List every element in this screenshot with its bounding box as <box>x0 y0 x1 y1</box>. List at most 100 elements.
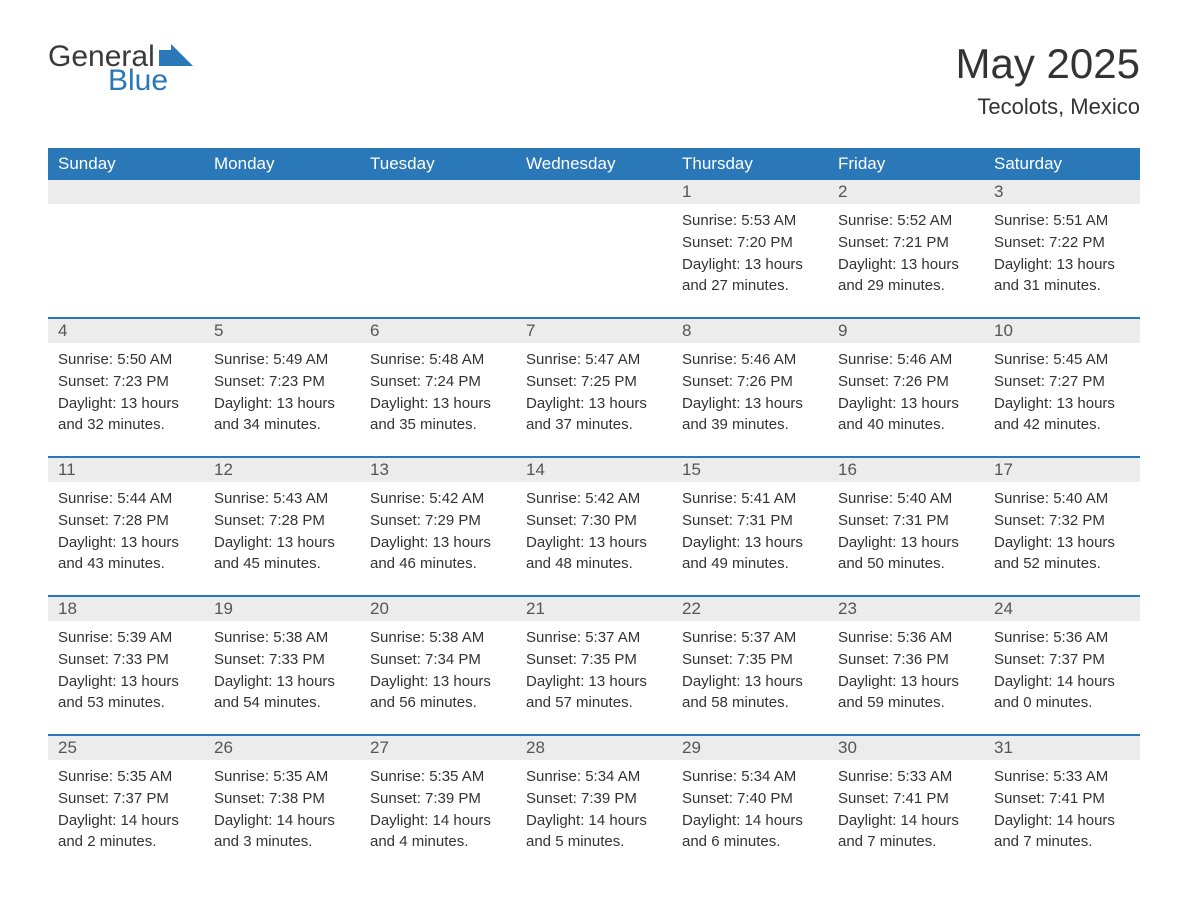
cell-detail: Sunrise: 5:36 AMSunset: 7:36 PMDaylight:… <box>828 621 984 718</box>
calendar-cell: 20Sunrise: 5:38 AMSunset: 7:34 PMDayligh… <box>360 597 516 718</box>
calendar-cell: 28Sunrise: 5:34 AMSunset: 7:39 PMDayligh… <box>516 736 672 857</box>
daylight-text: Daylight: 13 hours <box>58 532 194 554</box>
cell-detail: Sunrise: 5:50 AMSunset: 7:23 PMDaylight:… <box>48 343 204 440</box>
sunset-text: Sunset: 7:35 PM <box>526 649 662 671</box>
daylight-text: and 6 minutes. <box>682 831 818 853</box>
daylight-text: and 50 minutes. <box>838 553 974 575</box>
cell-detail: Sunrise: 5:40 AMSunset: 7:32 PMDaylight:… <box>984 482 1140 579</box>
calendar-cell: 29Sunrise: 5:34 AMSunset: 7:40 PMDayligh… <box>672 736 828 857</box>
weekday-header: Wednesday <box>516 148 672 180</box>
cell-detail: Sunrise: 5:35 AMSunset: 7:39 PMDaylight:… <box>360 760 516 857</box>
sunset-text: Sunset: 7:35 PM <box>682 649 818 671</box>
cell-detail: Sunrise: 5:36 AMSunset: 7:37 PMDaylight:… <box>984 621 1140 718</box>
daylight-text: and 5 minutes. <box>526 831 662 853</box>
calendar-cell: 16Sunrise: 5:40 AMSunset: 7:31 PMDayligh… <box>828 458 984 579</box>
daylight-text: and 39 minutes. <box>682 414 818 436</box>
daylight-text: and 2 minutes. <box>58 831 194 853</box>
daylight-text: Daylight: 13 hours <box>838 254 974 276</box>
daylight-text: and 29 minutes. <box>838 275 974 297</box>
calendar-cell: 31Sunrise: 5:33 AMSunset: 7:41 PMDayligh… <box>984 736 1140 857</box>
calendar-week: 11Sunrise: 5:44 AMSunset: 7:28 PMDayligh… <box>48 456 1140 579</box>
daylight-text: Daylight: 13 hours <box>370 532 506 554</box>
sunrise-text: Sunrise: 5:38 AM <box>214 627 350 649</box>
daylight-text: Daylight: 13 hours <box>838 393 974 415</box>
cell-detail: Sunrise: 5:49 AMSunset: 7:23 PMDaylight:… <box>204 343 360 440</box>
daylight-text: Daylight: 14 hours <box>682 810 818 832</box>
sunset-text: Sunset: 7:36 PM <box>838 649 974 671</box>
date-number: 12 <box>204 458 360 482</box>
weekday-header: Friday <box>828 148 984 180</box>
date-number: 15 <box>672 458 828 482</box>
sunset-text: Sunset: 7:37 PM <box>994 649 1130 671</box>
sunset-text: Sunset: 7:27 PM <box>994 371 1130 393</box>
daylight-text: Daylight: 14 hours <box>994 671 1130 693</box>
calendar-cell: 11Sunrise: 5:44 AMSunset: 7:28 PMDayligh… <box>48 458 204 579</box>
cell-detail: Sunrise: 5:45 AMSunset: 7:27 PMDaylight:… <box>984 343 1140 440</box>
sunset-text: Sunset: 7:22 PM <box>994 232 1130 254</box>
calendar-cell: 19Sunrise: 5:38 AMSunset: 7:33 PMDayligh… <box>204 597 360 718</box>
sunrise-text: Sunrise: 5:34 AM <box>526 766 662 788</box>
sunrise-text: Sunrise: 5:42 AM <box>526 488 662 510</box>
calendar-cell: 22Sunrise: 5:37 AMSunset: 7:35 PMDayligh… <box>672 597 828 718</box>
sunrise-text: Sunrise: 5:43 AM <box>214 488 350 510</box>
sunset-text: Sunset: 7:29 PM <box>370 510 506 532</box>
sunrise-text: Sunrise: 5:50 AM <box>58 349 194 371</box>
daylight-text: Daylight: 13 hours <box>838 671 974 693</box>
sunrise-text: Sunrise: 5:51 AM <box>994 210 1130 232</box>
daylight-text: and 52 minutes. <box>994 553 1130 575</box>
cell-detail: Sunrise: 5:40 AMSunset: 7:31 PMDaylight:… <box>828 482 984 579</box>
sunset-text: Sunset: 7:32 PM <box>994 510 1130 532</box>
date-number: 9 <box>828 319 984 343</box>
sunrise-text: Sunrise: 5:34 AM <box>682 766 818 788</box>
daylight-text: Daylight: 13 hours <box>682 532 818 554</box>
date-number: 3 <box>984 180 1140 204</box>
sunset-text: Sunset: 7:31 PM <box>838 510 974 532</box>
date-number: 4 <box>48 319 204 343</box>
daylight-text: and 49 minutes. <box>682 553 818 575</box>
date-number: 7 <box>516 319 672 343</box>
date-number: 19 <box>204 597 360 621</box>
calendar-cell: 6Sunrise: 5:48 AMSunset: 7:24 PMDaylight… <box>360 319 516 440</box>
daylight-text: and 45 minutes. <box>214 553 350 575</box>
calendar-cell <box>204 180 360 301</box>
calendar: Sunday Monday Tuesday Wednesday Thursday… <box>48 148 1140 857</box>
cell-detail: Sunrise: 5:41 AMSunset: 7:31 PMDaylight:… <box>672 482 828 579</box>
sunrise-text: Sunrise: 5:46 AM <box>682 349 818 371</box>
sunset-text: Sunset: 7:28 PM <box>58 510 194 532</box>
daylight-text: Daylight: 13 hours <box>370 671 506 693</box>
sunset-text: Sunset: 7:28 PM <box>214 510 350 532</box>
date-number: 16 <box>828 458 984 482</box>
logo-text-blue: Blue <box>108 64 168 98</box>
weekday-header: Saturday <box>984 148 1140 180</box>
daylight-text: and 32 minutes. <box>58 414 194 436</box>
date-number: 13 <box>360 458 516 482</box>
sunrise-text: Sunrise: 5:35 AM <box>370 766 506 788</box>
calendar-cell: 21Sunrise: 5:37 AMSunset: 7:35 PMDayligh… <box>516 597 672 718</box>
daylight-text: and 53 minutes. <box>58 692 194 714</box>
cell-detail: Sunrise: 5:46 AMSunset: 7:26 PMDaylight:… <box>828 343 984 440</box>
date-number <box>516 180 672 204</box>
daylight-text: Daylight: 13 hours <box>214 532 350 554</box>
sunrise-text: Sunrise: 5:52 AM <box>838 210 974 232</box>
date-number: 14 <box>516 458 672 482</box>
daylight-text: and 48 minutes. <box>526 553 662 575</box>
date-number: 25 <box>48 736 204 760</box>
weekday-header-row: Sunday Monday Tuesday Wednesday Thursday… <box>48 148 1140 180</box>
daylight-text: Daylight: 14 hours <box>838 810 974 832</box>
date-number: 17 <box>984 458 1140 482</box>
daylight-text: and 0 minutes. <box>994 692 1130 714</box>
sunrise-text: Sunrise: 5:53 AM <box>682 210 818 232</box>
calendar-week: 1Sunrise: 5:53 AMSunset: 7:20 PMDaylight… <box>48 180 1140 301</box>
daylight-text: and 58 minutes. <box>682 692 818 714</box>
weekday-header: Tuesday <box>360 148 516 180</box>
calendar-cell: 15Sunrise: 5:41 AMSunset: 7:31 PMDayligh… <box>672 458 828 579</box>
sunrise-text: Sunrise: 5:35 AM <box>58 766 194 788</box>
cell-detail: Sunrise: 5:35 AMSunset: 7:37 PMDaylight:… <box>48 760 204 857</box>
calendar-cell: 24Sunrise: 5:36 AMSunset: 7:37 PMDayligh… <box>984 597 1140 718</box>
daylight-text: and 3 minutes. <box>214 831 350 853</box>
calendar-cell: 8Sunrise: 5:46 AMSunset: 7:26 PMDaylight… <box>672 319 828 440</box>
calendar-cell <box>360 180 516 301</box>
weekday-header: Monday <box>204 148 360 180</box>
daylight-text: and 7 minutes. <box>994 831 1130 853</box>
cell-detail: Sunrise: 5:34 AMSunset: 7:39 PMDaylight:… <box>516 760 672 857</box>
